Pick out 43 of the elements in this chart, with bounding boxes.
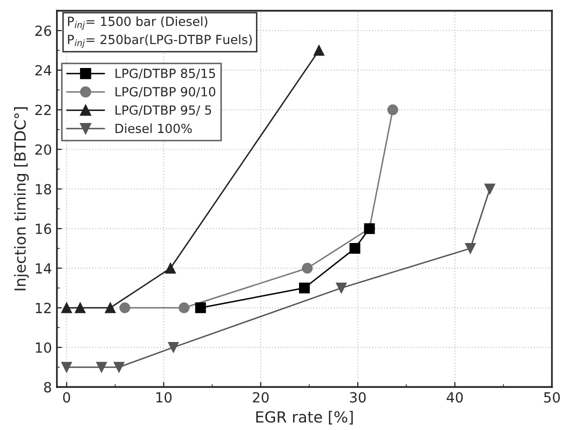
y-axis-title: Injection timing [BTDC°]	[14, 107, 29, 290]
point	[165, 262, 176, 274]
x-tick-label: 40	[446, 392, 463, 403]
y-tick-label: 24	[35, 65, 52, 76]
point	[350, 243, 360, 254]
point	[61, 302, 72, 314]
point	[336, 282, 347, 294]
point	[299, 282, 310, 294]
y-tick-label: 18	[36, 184, 52, 194]
legend-label: LPG/DTBP 85/15	[116, 68, 216, 80]
point	[314, 44, 324, 56]
x-tick-label: 0	[63, 392, 70, 403]
point	[484, 184, 496, 194]
y-tick-label: 22	[35, 104, 51, 116]
x-tick-label: 50	[544, 392, 560, 403]
point	[387, 104, 398, 116]
x-tick-label: 10	[156, 392, 172, 403]
legend-label: LPG/DTBP 95/ 5	[116, 105, 212, 116]
x-axis-title: EGR rate [%]	[256, 410, 353, 424]
y-tick-label: 10	[36, 342, 52, 353]
x-tick-label: 30	[350, 392, 366, 403]
y-tick-label: 12	[36, 302, 51, 314]
point	[168, 342, 179, 353]
annotation: P$_{inj}$= 250bar(LPG-DTBP Fuels)	[68, 34, 252, 48]
point	[195, 302, 206, 314]
point	[104, 302, 116, 314]
y-tick-label: 16	[36, 224, 52, 234]
legend-label: Diesel 100%	[116, 123, 192, 134]
point	[74, 302, 86, 314]
point	[302, 262, 313, 274]
point	[119, 302, 130, 314]
y-tick-label: 20	[35, 144, 52, 155]
annotation: P$_{inj}$= 1500 bar (Diesel)	[68, 16, 208, 30]
point	[114, 362, 124, 373]
point	[61, 362, 72, 373]
x-tick-label: 20	[252, 392, 269, 403]
legend-label: LPG/DTBP 90/10	[116, 86, 216, 98]
point	[178, 302, 190, 314]
point	[96, 362, 107, 373]
point	[465, 243, 476, 254]
y-tick-label: 8	[44, 382, 52, 392]
y-tick-label: 14	[36, 263, 52, 274]
y-tick-label: 26	[35, 26, 52, 36]
